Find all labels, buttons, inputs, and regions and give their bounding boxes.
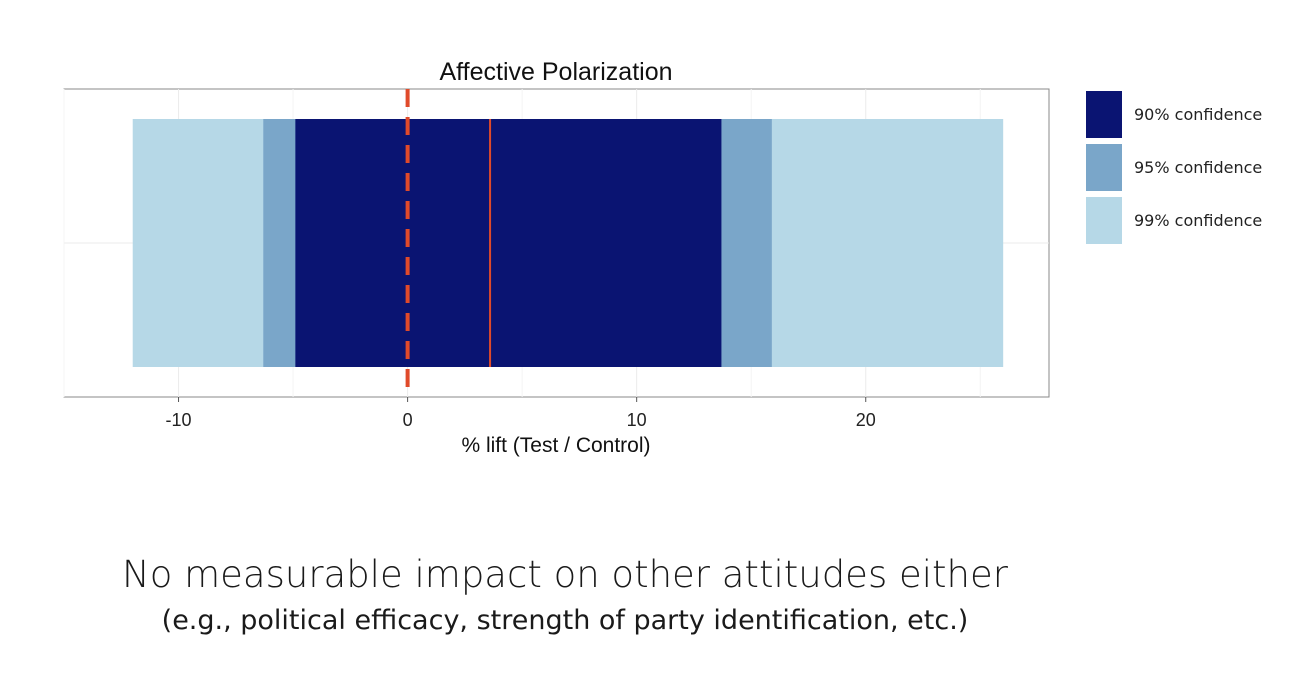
legend: 90% confidence 95% confidence 99% confiden… — [1086, 91, 1262, 244]
x-tick-label: 0 — [403, 410, 413, 430]
legend-label: 90% confidence — [1134, 105, 1262, 124]
caption-subheading: (e.g., political efficacy, strength of p… — [161, 605, 969, 636]
x-tick-label: -10 — [166, 410, 192, 430]
chart-title: Affective Polarization — [440, 58, 673, 86]
confidence-bars — [132, 119, 1004, 367]
caption-heading: No measurable impact on other attitudes … — [122, 553, 1008, 596]
x-tick-label: 10 — [627, 410, 647, 430]
legend-label: 99% confidence — [1134, 211, 1262, 230]
legend-label: 95% confidence — [1134, 158, 1262, 177]
legend-swatch — [1086, 197, 1122, 244]
legend-swatch — [1086, 91, 1122, 138]
x-tick-label: 20 — [856, 410, 876, 430]
x-axis-ticks: -10 0 10 20 — [166, 397, 876, 430]
x-axis-label: % lift (Test / Control) — [461, 434, 650, 457]
reference-lines — [405, 89, 492, 397]
legend-swatch — [1086, 144, 1122, 191]
bar-90-confidence — [295, 119, 722, 367]
